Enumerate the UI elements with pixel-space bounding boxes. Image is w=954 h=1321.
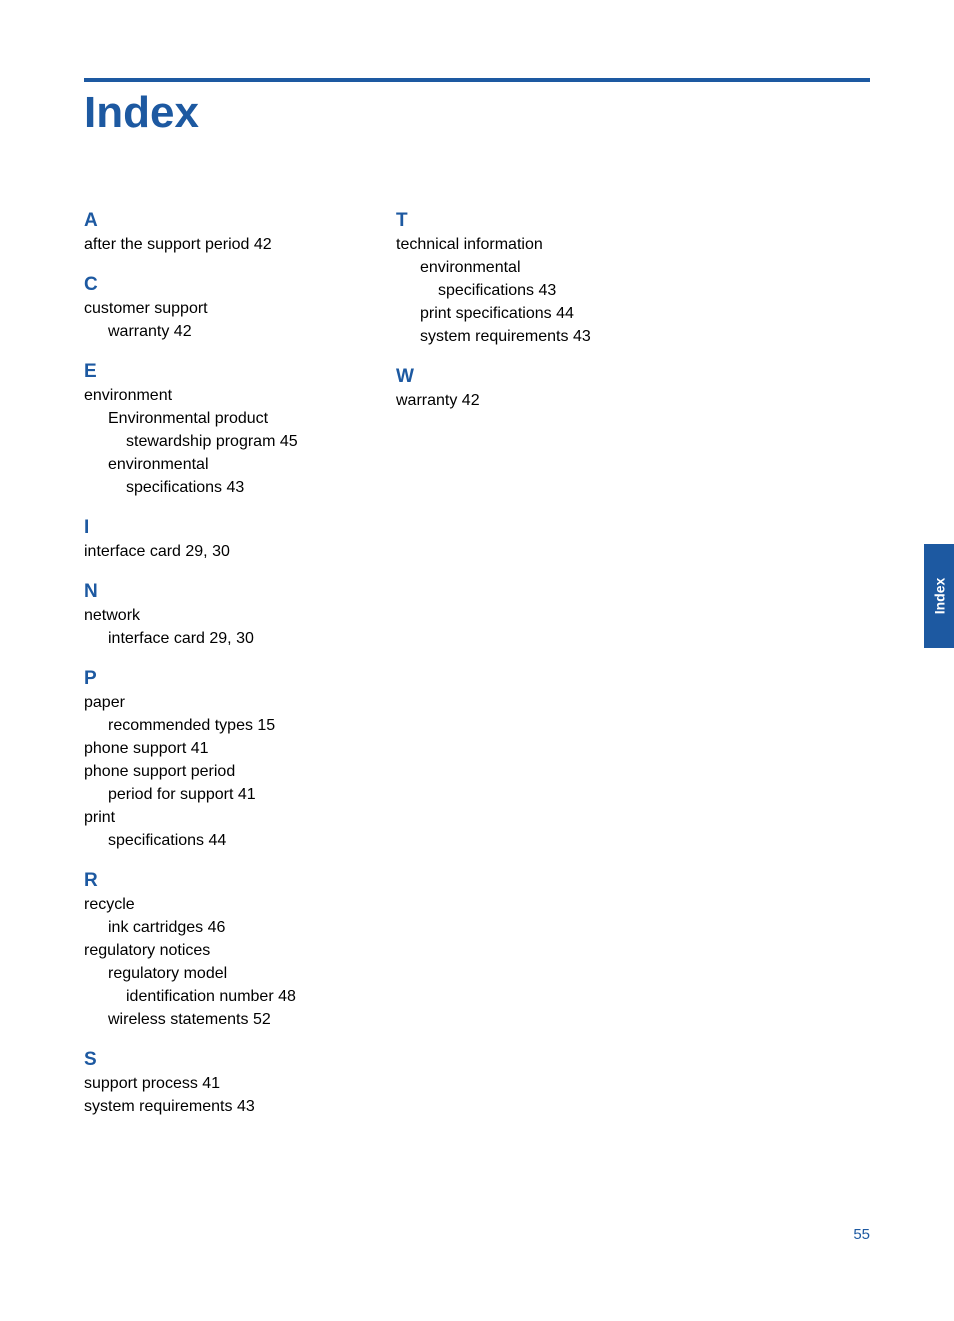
index-column-2: Ttechnical informationenvironmentalspeci…	[396, 210, 646, 1136]
index-entry: print	[84, 806, 334, 829]
index-section: Nnetworkinterface card 29, 30	[84, 581, 334, 650]
index-entry: regulatory model	[84, 962, 334, 985]
index-entry: stewardship program 45	[84, 430, 334, 453]
index-entry: phone support 41	[84, 737, 334, 760]
page-title: Index	[84, 88, 199, 138]
index-entry: network	[84, 604, 334, 627]
index-letter: I	[84, 517, 334, 539]
index-entry: identification number 48	[84, 985, 334, 1008]
page-number: 55	[853, 1226, 870, 1243]
index-entry: after the support period 42	[84, 233, 334, 256]
index-letter: C	[84, 274, 334, 296]
index-entry: warranty 42	[396, 389, 646, 412]
index-entry: warranty 42	[84, 320, 334, 343]
index-entry: interface card 29, 30	[84, 540, 334, 563]
index-letter: E	[84, 361, 334, 383]
index-entry: ink cartridges 46	[84, 916, 334, 939]
index-letter: R	[84, 870, 334, 892]
index-entry: environmental	[396, 256, 646, 279]
index-entry: system requirements 43	[84, 1095, 334, 1118]
index-entry: support process 41	[84, 1072, 334, 1095]
index-column-1: Aafter the support period 42 Ccustomer su…	[84, 210, 334, 1136]
index-columns: Aafter the support period 42 Ccustomer su…	[84, 210, 870, 1136]
side-tab-label: Index	[931, 578, 947, 615]
index-section: Wwarranty 42	[396, 366, 646, 412]
index-entry: system requirements 43	[396, 325, 646, 348]
index-letter: T	[396, 210, 646, 232]
index-entry: period for support 41	[84, 783, 334, 806]
index-entry: specifications 43	[84, 476, 334, 499]
index-letter: P	[84, 668, 334, 690]
index-entry: wireless statements 52	[84, 1008, 334, 1031]
index-section: Iinterface card 29, 30	[84, 517, 334, 563]
index-section: Aafter the support period 42	[84, 210, 334, 256]
index-entry: environment	[84, 384, 334, 407]
index-section: EenvironmentEnvironmental productsteward…	[84, 361, 334, 499]
index-entry: technical information	[396, 233, 646, 256]
index-letter: A	[84, 210, 334, 232]
index-entry: customer support	[84, 297, 334, 320]
side-tab: Index	[924, 544, 954, 648]
index-entry: paper	[84, 691, 334, 714]
index-entry: specifications 43	[396, 279, 646, 302]
index-entry: recommended types 15	[84, 714, 334, 737]
index-entry: print specifications 44	[396, 302, 646, 325]
index-section: Ttechnical informationenvironmentalspeci…	[396, 210, 646, 348]
index-letter: S	[84, 1049, 334, 1071]
index-entry: regulatory notices	[84, 939, 334, 962]
index-section: Rrecycleink cartridges 46regulatory noti…	[84, 870, 334, 1031]
index-entry: Environmental product	[84, 407, 334, 430]
index-entry: specifications 44	[84, 829, 334, 852]
index-entry: phone support period	[84, 760, 334, 783]
index-section: Ccustomer supportwarranty 42	[84, 274, 334, 343]
index-letter: W	[396, 366, 646, 388]
header-rule	[84, 78, 870, 82]
index-entry: recycle	[84, 893, 334, 916]
index-entry: environmental	[84, 453, 334, 476]
index-section: Ssupport process 41system requirements 4…	[84, 1049, 334, 1118]
index-section: Ppaperrecommended types 15phone support …	[84, 668, 334, 852]
index-entry: interface card 29, 30	[84, 627, 334, 650]
index-letter: N	[84, 581, 334, 603]
